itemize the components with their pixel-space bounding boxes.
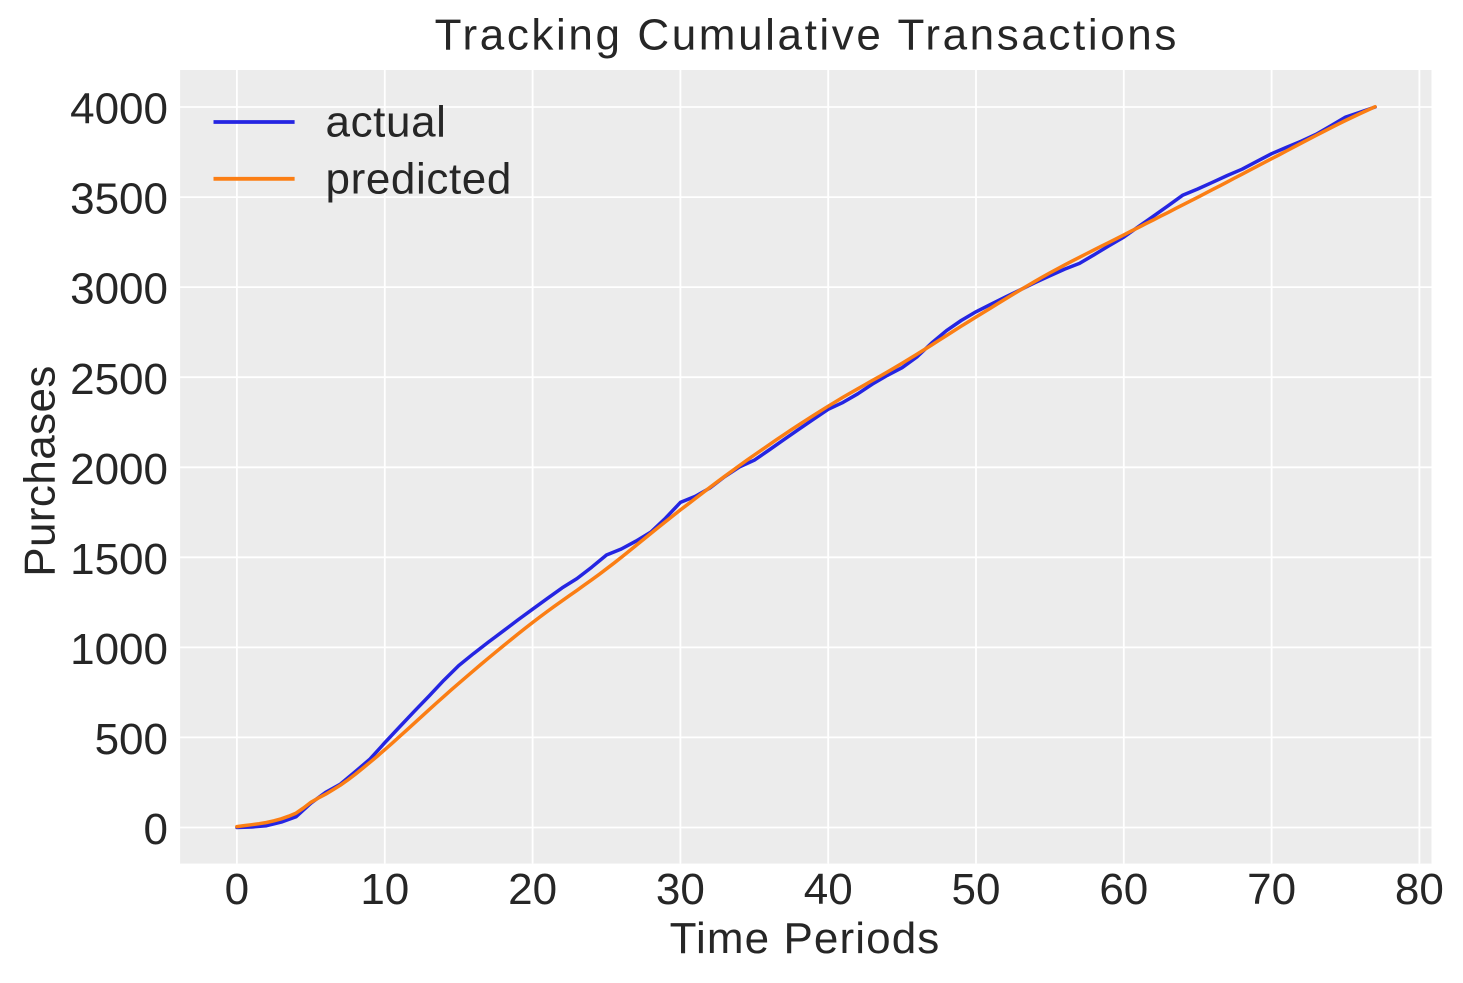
svg-text:3500: 3500 xyxy=(70,175,168,224)
svg-text:predicted: predicted xyxy=(326,154,512,203)
svg-text:Purchases: Purchases xyxy=(16,365,65,576)
svg-text:2500: 2500 xyxy=(70,355,168,404)
svg-text:4000: 4000 xyxy=(70,85,168,134)
svg-text:Time Periods: Time Periods xyxy=(670,914,941,963)
svg-text:80: 80 xyxy=(1395,865,1444,914)
svg-text:actual: actual xyxy=(326,98,447,147)
svg-text:3000: 3000 xyxy=(70,265,168,314)
svg-text:500: 500 xyxy=(95,715,168,764)
svg-text:70: 70 xyxy=(1247,865,1296,914)
svg-text:20: 20 xyxy=(508,865,557,914)
svg-text:2000: 2000 xyxy=(70,445,168,494)
svg-text:30: 30 xyxy=(656,865,705,914)
svg-text:10: 10 xyxy=(360,865,409,914)
svg-text:60: 60 xyxy=(1099,865,1148,914)
svg-text:1000: 1000 xyxy=(70,625,168,674)
svg-text:40: 40 xyxy=(804,865,853,914)
svg-text:0: 0 xyxy=(144,805,168,854)
svg-text:1500: 1500 xyxy=(70,535,168,584)
svg-text:50: 50 xyxy=(952,865,1001,914)
svg-text:Tracking Cumulative Transactio: Tracking Cumulative Transactions xyxy=(435,11,1179,60)
svg-text:0: 0 xyxy=(225,865,249,914)
